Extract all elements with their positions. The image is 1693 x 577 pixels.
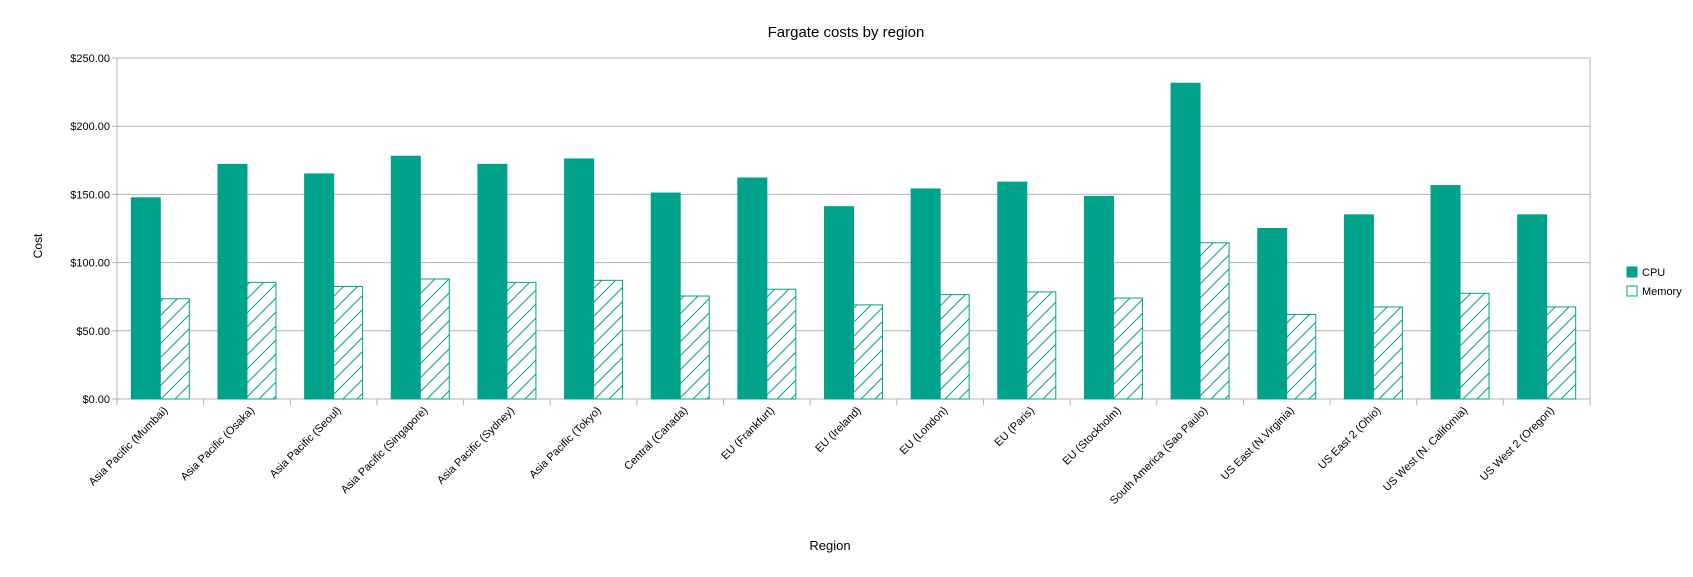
x-tick-label: EU (Paris) xyxy=(993,405,1037,449)
bar-cpu xyxy=(477,163,508,400)
bar-cpu xyxy=(130,197,161,400)
bar-memory xyxy=(853,304,883,400)
x-tick-label: Central (Canada) xyxy=(622,405,690,473)
x-tick-label: US East 2 (Ohio) xyxy=(1316,405,1383,472)
x-tick-label: Asia Pacific (Singapore) xyxy=(339,405,430,496)
x-axis-label: Region xyxy=(809,538,850,553)
bar-memory xyxy=(939,294,970,400)
bars xyxy=(130,82,1577,400)
legend-swatch-memory xyxy=(1626,285,1638,297)
bar-cpu xyxy=(1170,82,1201,400)
legend-swatch-cpu xyxy=(1626,266,1638,278)
x-tick-label: US West 2 (Oregon) xyxy=(1478,405,1557,484)
bar-memory xyxy=(506,281,537,400)
bar-memory xyxy=(1026,291,1057,400)
bar-memory xyxy=(1199,242,1230,400)
bar-memory xyxy=(1112,297,1143,400)
x-tick-label: Asia Pacific (Osaka) xyxy=(179,405,258,484)
bar-cpu xyxy=(564,158,595,400)
x-tick-label: Asia Pacific (Tokyo) xyxy=(527,405,603,481)
bar-cpu xyxy=(304,173,335,400)
bar-memory xyxy=(1459,292,1490,400)
bar-memory xyxy=(246,281,277,400)
y-tick-label: $0.00 xyxy=(82,394,110,406)
y-tick-label: $200.00 xyxy=(70,121,110,133)
bar-memory xyxy=(333,285,364,400)
bar-memory xyxy=(419,278,450,400)
bar-memory xyxy=(1546,306,1577,400)
y-tick-label: $250.00 xyxy=(70,53,110,65)
bar-cpu xyxy=(910,188,941,400)
bar-memory xyxy=(1286,313,1317,400)
legend-label: CPU xyxy=(1642,267,1665,279)
bar-cpu xyxy=(1083,195,1114,400)
y-tick-label: $150.00 xyxy=(70,189,110,201)
legend-label: Memory xyxy=(1642,286,1682,298)
bar-memory xyxy=(1372,306,1403,400)
x-tick-label: Asia Pacific (Mumbai) xyxy=(87,405,171,489)
x-tick-label: Asia Pacific (Seoul) xyxy=(268,405,344,481)
bar-memory xyxy=(679,295,710,400)
bar-cpu xyxy=(1343,214,1374,400)
x-tick-label: South America (Sao Paulo) xyxy=(1108,405,1210,507)
x-tick-label: EU (Frankfurt) xyxy=(719,405,777,463)
bar-cpu xyxy=(824,206,854,400)
bar-cpu xyxy=(217,163,248,400)
x-tick-label: Asia Pacific (Sydney) xyxy=(435,405,517,487)
x-tick-label: EU (Ireland) xyxy=(813,405,863,455)
x-tick-label: EU (London) xyxy=(898,405,951,458)
y-axis-label: Cost xyxy=(31,233,45,258)
bar-cpu xyxy=(1517,214,1548,400)
bar-memory xyxy=(593,279,624,400)
y-tick-label: $100.00 xyxy=(70,258,110,270)
bar-cpu xyxy=(390,155,421,400)
bar-cpu xyxy=(650,192,681,400)
x-tick-label: US East (N.Virginia) xyxy=(1219,405,1297,483)
bar-cpu xyxy=(1430,185,1461,400)
bar-memory xyxy=(766,288,797,400)
chart-title: Fargate costs by region xyxy=(768,24,925,41)
bar-cpu xyxy=(737,177,768,400)
legend: CPU Memory xyxy=(1626,266,1682,298)
bar-memory xyxy=(159,298,190,400)
bar-cpu xyxy=(1257,228,1288,400)
x-tick-label: EU (Stockholm) xyxy=(1061,405,1124,468)
x-tick-label: US West (N. California) xyxy=(1381,405,1470,494)
y-tick-label: $50.00 xyxy=(76,326,110,338)
bar-cpu xyxy=(997,181,1028,400)
